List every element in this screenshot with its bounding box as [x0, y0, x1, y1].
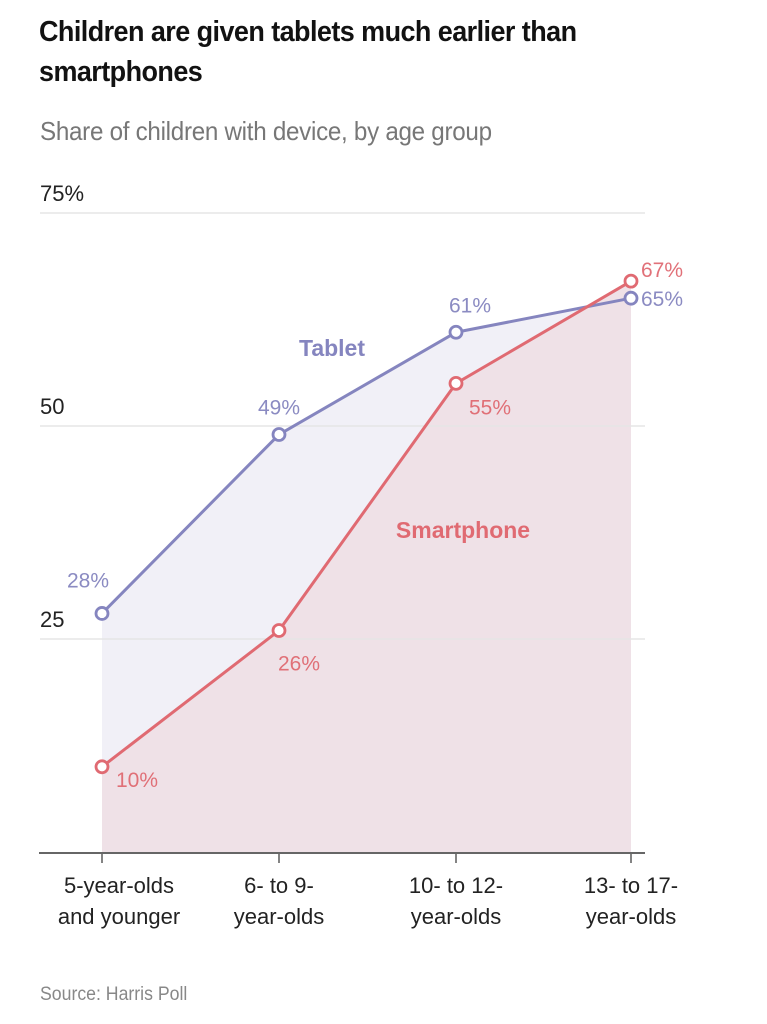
smartphone-point	[448, 375, 464, 391]
smartphone-data-label: 55%	[469, 396, 511, 419]
smartphone-data-label: 67%	[641, 259, 683, 282]
tablet-point	[94, 606, 110, 621]
data-points	[94, 273, 639, 775]
chart-title: Children are given tablets much earlier …	[39, 16, 577, 88]
x-tick-label-line: 10- to 12-	[409, 873, 503, 898]
smartphone-line	[101, 279, 632, 768]
x-tick-label-line: 13- to 17-	[584, 873, 678, 898]
smartphone-point	[271, 623, 287, 638]
x-tick-label-line: year-olds	[234, 904, 324, 929]
gridlines: 75% 50 25	[40, 181, 645, 640]
tablet-data-label: 65%	[641, 288, 683, 311]
x-tick-label-line: 5-year-olds	[64, 873, 174, 898]
x-tick-label-line: year-olds	[411, 904, 501, 929]
smartphone-series-label: Smartphone	[396, 517, 530, 543]
chart-subtitle: Share of children with device, by age gr…	[40, 116, 492, 146]
x-tick-label-line: year-olds	[586, 904, 676, 929]
tablet-point	[448, 324, 464, 340]
x-tick-label-line: 6- to 9-	[244, 873, 314, 898]
smartphone-data-label: 10%	[116, 769, 158, 792]
tablet-data-label: 61%	[449, 294, 491, 317]
x-tick-label: 13- to 17- year-olds	[584, 873, 678, 929]
tablet-series-label: Tablet	[299, 335, 365, 361]
smartphone-point	[94, 759, 110, 775]
x-tick-label: 10- to 12- year-olds	[409, 873, 503, 929]
x-tick-label: 6- to 9- year-olds	[234, 873, 324, 929]
tablet-point	[623, 290, 639, 306]
source-note: Source: Harris Poll	[40, 984, 188, 1005]
x-tick-label-line: and younger	[58, 904, 180, 929]
x-tick-label: 5-year-olds and younger	[58, 873, 180, 929]
y-tick-label: 25	[40, 607, 64, 632]
y-tick-label: 75%	[40, 181, 84, 206]
tablet-data-label: 49%	[258, 397, 300, 420]
data-labels: 28% 49% 61% 65% 10% 26% 55% 67% Tablet Smartphone	[67, 259, 683, 792]
tablet-point	[271, 427, 287, 442]
smartphone-point	[623, 273, 639, 289]
y-tick-label: 50	[40, 394, 64, 419]
smartphone-area	[102, 281, 631, 852]
series-lines	[100, 279, 632, 768]
tablet-line	[100, 296, 632, 615]
smartphone-data-label: 26%	[278, 652, 320, 675]
tablet-data-label: 28%	[67, 569, 109, 592]
area-fills	[102, 281, 631, 852]
